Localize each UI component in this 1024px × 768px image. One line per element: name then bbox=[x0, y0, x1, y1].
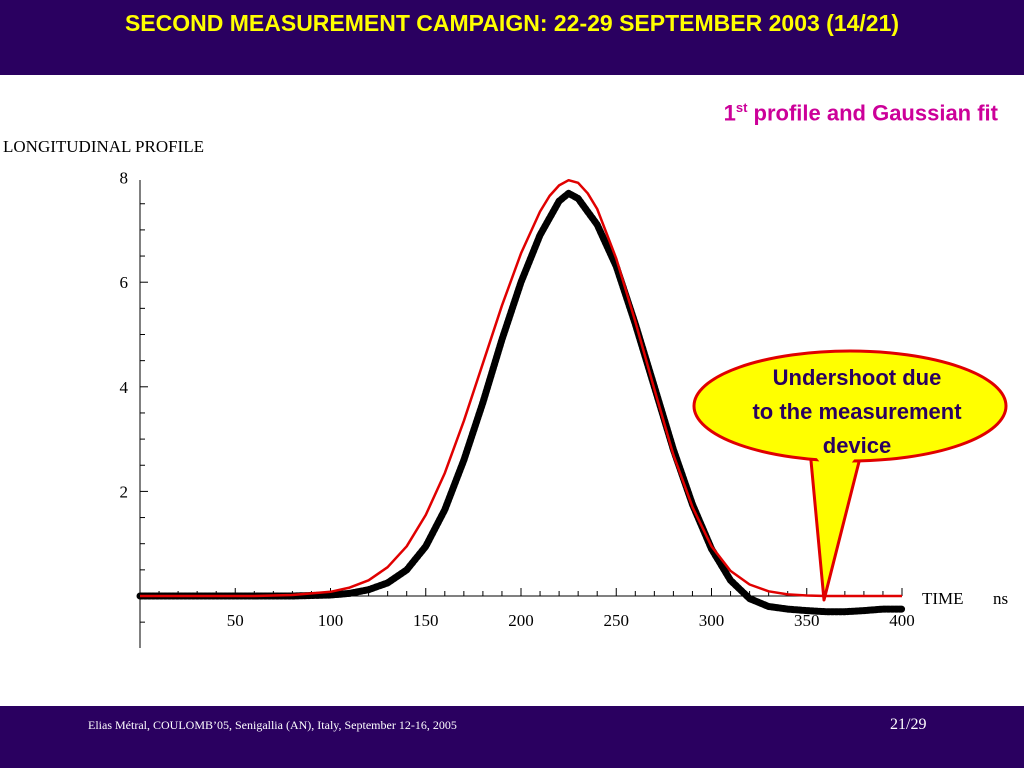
chart-subtitle: 1st profile and Gaussian fit bbox=[724, 100, 998, 126]
tick-labels: 2 4 6 8 50 100 150 200 250 300 350 400 bbox=[120, 169, 915, 630]
callout-bubble: Undershoot due to the measurement device bbox=[692, 349, 1008, 602]
x-axis-label: TIME bbox=[922, 589, 964, 608]
y-tick-label: 6 bbox=[120, 273, 129, 292]
callout-seam bbox=[812, 452, 860, 470]
x-tick-label: 300 bbox=[699, 611, 725, 630]
x-axis-unit: ns bbox=[993, 589, 1008, 608]
y-tick-label: 4 bbox=[120, 378, 129, 397]
y-tick-label: 2 bbox=[120, 482, 129, 501]
series-group bbox=[136, 178, 906, 616]
footer-citation: Elias Métral, COULOMB’05, Senigallia (AN… bbox=[88, 718, 457, 732]
callout-line: Undershoot due bbox=[773, 365, 942, 390]
callout-line: device bbox=[823, 433, 892, 458]
x-tick-label: 50 bbox=[227, 611, 244, 630]
slide-title: SECOND MEASUREMENT CAMPAIGN: 22-29 SEPTE… bbox=[124, 10, 900, 36]
x-tick-label: 200 bbox=[508, 611, 534, 630]
subtitle-text: profile and Gaussian fit bbox=[747, 100, 998, 126]
x-tick-label: 100 bbox=[318, 611, 344, 630]
x-tick-label: 150 bbox=[413, 611, 439, 630]
x-tick-label: 400 bbox=[889, 611, 915, 630]
header-bar bbox=[0, 0, 1024, 75]
subtitle-superscript: st bbox=[735, 100, 748, 115]
page-number: 21/29 bbox=[890, 716, 927, 733]
callout-line: to the measurement bbox=[752, 399, 962, 424]
callout-pointer bbox=[808, 448, 864, 602]
footer-bar bbox=[0, 706, 1024, 768]
measured-profile-line bbox=[136, 189, 906, 616]
x-tick-label: 250 bbox=[604, 611, 630, 630]
y-tick-label: 8 bbox=[120, 169, 129, 188]
y-axis-label: LONGITUDINAL PROFILE bbox=[3, 137, 204, 156]
x-tick-label: 350 bbox=[794, 611, 820, 630]
gaussian-fit-line bbox=[140, 178, 902, 598]
subtitle-number: 1 bbox=[723, 100, 736, 126]
